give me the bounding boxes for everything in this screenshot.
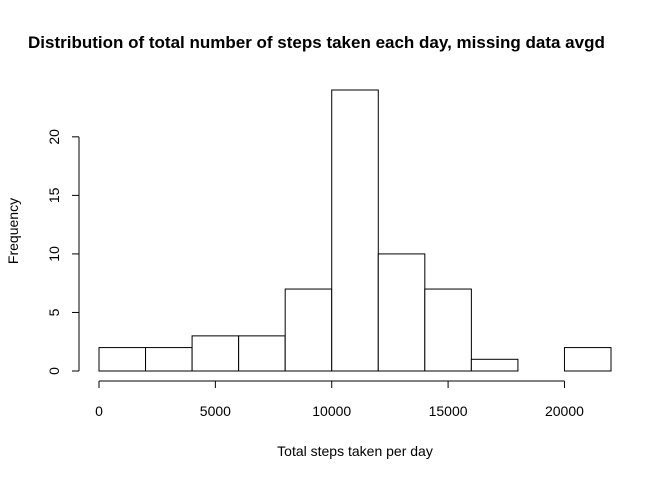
histogram-bar (331, 89, 379, 372)
y-tick-label: 20 (46, 129, 62, 145)
y-tick-label: 15 (46, 187, 62, 203)
x-axis: 0 5000 10000 15000 20000 (95, 380, 584, 419)
chart-title: Distribution of total number of steps ta… (28, 33, 605, 52)
histogram-bar (191, 335, 240, 372)
x-tick-label: 10000 (312, 403, 351, 419)
histogram-bar (284, 288, 333, 372)
x-axis-label: Total steps taken per day (277, 443, 433, 459)
histogram-bars (98, 89, 612, 372)
histogram-bar (563, 347, 612, 372)
y-axis: 0 5 10 15 20 (46, 129, 80, 375)
y-tick-label: 0 (46, 367, 62, 375)
y-axis-label: Frequency (5, 198, 21, 264)
x-tick-label: 15000 (429, 403, 468, 419)
x-tick-label: 0 (95, 403, 103, 419)
histogram-bar (98, 347, 147, 372)
x-tick-label: 5000 (200, 403, 231, 419)
x-tick-label: 20000 (545, 403, 584, 419)
histogram-bar (377, 253, 426, 372)
histogram-bar (470, 358, 519, 372)
histogram-bar (238, 335, 286, 372)
histogram-bar (145, 347, 193, 372)
y-tick-label: 5 (46, 308, 62, 316)
histogram-bar (424, 288, 472, 372)
y-tick-label: 10 (46, 246, 62, 262)
